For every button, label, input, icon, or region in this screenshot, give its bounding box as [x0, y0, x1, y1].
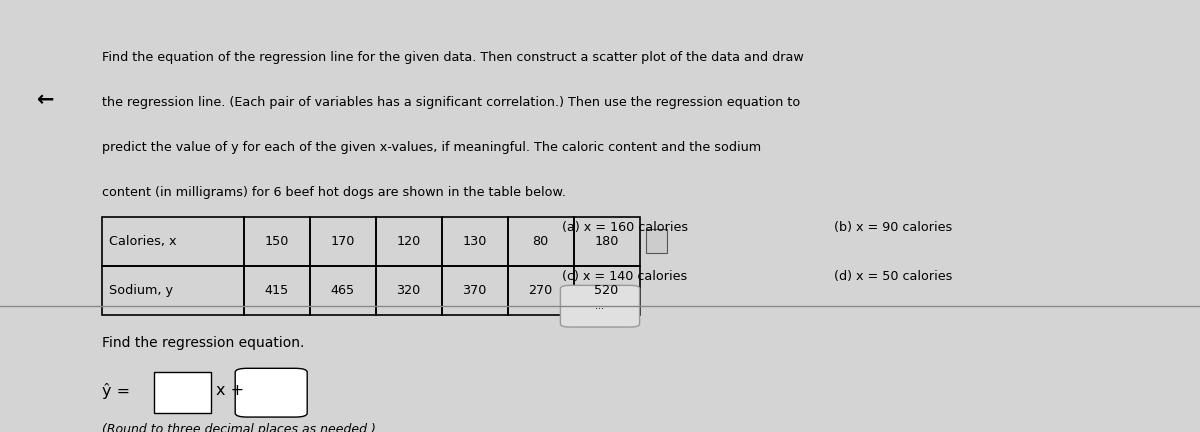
Text: 130: 130	[462, 235, 487, 248]
Text: Sodium, y: Sodium, y	[109, 284, 173, 297]
Text: (a) x = 160 calories: (a) x = 160 calories	[562, 220, 688, 234]
Bar	[376, 216, 442, 266]
Text: (Round to three decimal places as needed.): (Round to three decimal places as needed…	[102, 423, 376, 432]
Text: 415: 415	[264, 284, 289, 297]
Text: content (in milligrams) for 6 beef hot dogs are shown in the table below.: content (in milligrams) for 6 beef hot d…	[102, 186, 566, 199]
Text: (c) x = 140 calories: (c) x = 140 calories	[562, 270, 686, 283]
Text: predict the value of y for each of the given x-values, if meaningful. The calori: predict the value of y for each of the g…	[102, 141, 761, 154]
Bar	[310, 216, 376, 266]
Text: Find the regression equation.: Find the regression equation.	[102, 336, 305, 349]
Bar	[508, 266, 574, 315]
Text: ŷ =: ŷ =	[102, 383, 130, 399]
FancyBboxPatch shape	[560, 286, 640, 327]
Bar	[244, 266, 310, 315]
Text: 180: 180	[594, 235, 619, 248]
Bar	[102, 216, 244, 266]
Bar	[574, 216, 640, 266]
Bar	[442, 216, 508, 266]
Text: x +: x +	[216, 383, 244, 398]
Text: (b) x = 90 calories: (b) x = 90 calories	[834, 220, 953, 234]
Text: the regression line. (Each pair of variables has a significant correlation.) The: the regression line. (Each pair of varia…	[102, 96, 800, 109]
Bar	[574, 266, 640, 315]
Text: 520: 520	[594, 284, 619, 297]
Bar	[102, 266, 244, 315]
Bar	[244, 216, 310, 266]
Bar	[376, 266, 442, 315]
Text: 270: 270	[528, 284, 553, 297]
FancyBboxPatch shape	[235, 368, 307, 417]
Text: 80: 80	[533, 235, 548, 248]
Bar	[508, 216, 574, 266]
Bar	[154, 372, 211, 413]
Text: 320: 320	[396, 284, 421, 297]
Text: Calories, x: Calories, x	[109, 235, 176, 248]
Text: 465: 465	[330, 284, 355, 297]
Bar	[442, 266, 508, 315]
Text: (d) x = 50 calories: (d) x = 50 calories	[834, 270, 953, 283]
Text: 370: 370	[462, 284, 487, 297]
Bar	[310, 266, 376, 315]
Text: 170: 170	[330, 235, 355, 248]
Text: ←: ←	[37, 90, 54, 110]
Text: ...: ...	[595, 301, 605, 311]
Text: Find the equation of the regression line for the given data. Then construct a sc: Find the equation of the regression line…	[102, 51, 804, 64]
Bar	[646, 229, 667, 253]
Text: 150: 150	[264, 235, 289, 248]
Text: 120: 120	[396, 235, 421, 248]
